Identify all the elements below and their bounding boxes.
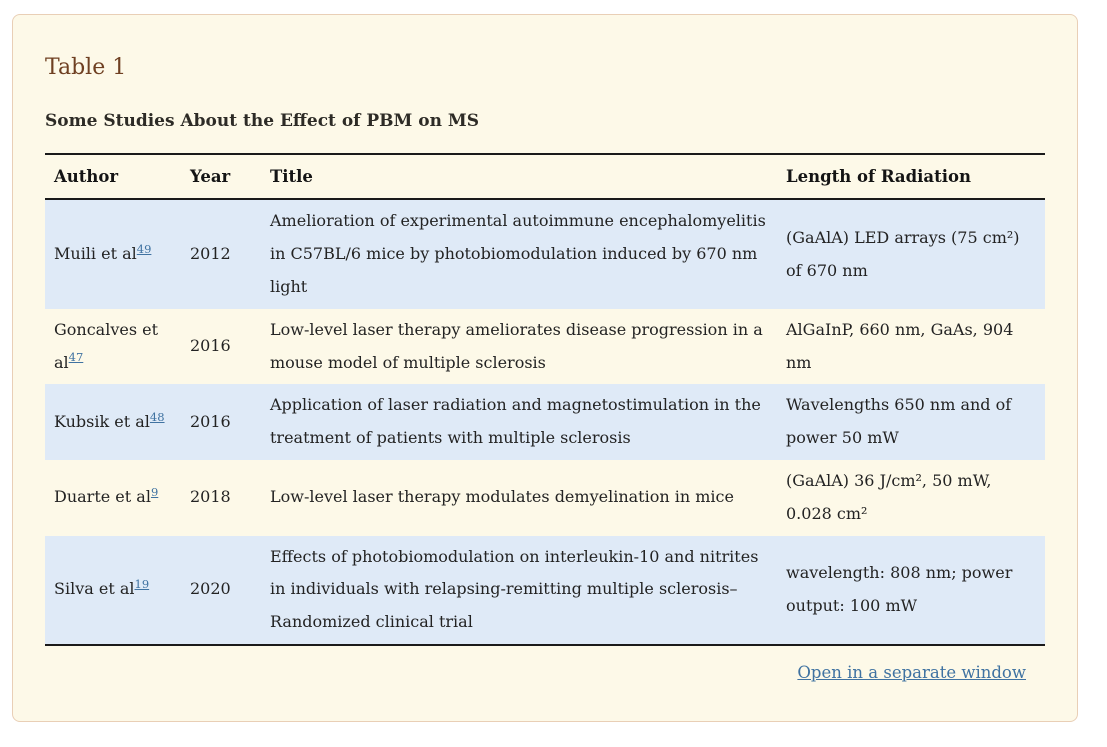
year-cell: 2020 <box>181 535 261 646</box>
year-cell: 2016 <box>181 384 261 461</box>
title-cell: Effects of photobiomodulation on interle… <box>261 535 777 646</box>
reference-link[interactable]: 9 <box>150 485 159 500</box>
reference-superscript: 19 <box>135 577 150 592</box>
radiation-cell: AlGaInP, 660 nm, GaAs, 904 nm <box>786 319 1014 372</box>
table-actions: Open in a separate window <box>45 663 1026 682</box>
reference-superscript: 49 <box>137 242 152 257</box>
col-header-author: Author <box>45 154 181 201</box>
author-name: Duarte et al <box>54 487 151 507</box>
table-caption: Some Studies About the Effect of PBM on … <box>45 111 479 132</box>
table-row: Duarte et al9 2018 Low-level laser thera… <box>45 460 1045 536</box>
author-cell: Goncalves et al47 <box>45 309 181 385</box>
author-name: Kubsik et al <box>54 411 150 431</box>
radiation-cell: (GaAlA) LED arrays (75 cm²) of 670 nm <box>777 199 1045 309</box>
author-name: Muili et al <box>54 244 137 264</box>
table-row: Silva et al19 2020 Effects of photobiomo… <box>45 535 1045 646</box>
reference-link[interactable]: 19 <box>134 577 150 592</box>
table-row: Kubsik et al48 2016 Application of laser… <box>45 384 1045 461</box>
radiation-cell: Wavelengths 650 nm and of power 50 mW <box>777 384 1045 461</box>
title-cell: Amelioration of experimental autoimmune … <box>261 199 777 309</box>
col-header-radiation: Length of Radiation <box>777 154 1045 201</box>
table-row: Muili et al49 2012 Amelioration of exper… <box>45 199 1045 309</box>
reference-link[interactable]: 47 <box>68 350 84 365</box>
studies-table: Author Year Title Length of Radiation Mu… <box>45 153 1045 647</box>
author-cell: Duarte et al9 <box>45 460 181 536</box>
reference-link[interactable]: 49 <box>136 241 152 256</box>
author-cell: Muili et al49 <box>45 199 181 309</box>
open-separate-window-link[interactable]: Open in a separate window <box>797 663 1026 683</box>
year-cell: 2012 <box>181 199 261 309</box>
col-header-year: Year <box>181 154 261 201</box>
radiation-cell: (GaAlA) 36 J/cm², 50 mW, 0.028 cm² <box>786 471 992 523</box>
reference-link[interactable]: 48 <box>149 409 165 424</box>
title-cell: Application of laser radiation and magne… <box>261 384 777 461</box>
title-cell: Low-level laser therapy modulates demyel… <box>270 487 734 507</box>
author-cell: Kubsik et al48 <box>45 384 181 461</box>
table-view-card: Table 1 Some Studies About the Effect of… <box>12 14 1078 722</box>
author-name: Goncalves et al <box>54 319 159 372</box>
title-cell: Low-level laser therapy ameliorates dise… <box>270 319 763 372</box>
header-row: Author Year Title Length of Radiation <box>45 154 1045 201</box>
author-name: Silva et al <box>54 579 135 599</box>
col-header-title: Title <box>261 154 777 201</box>
author-cell: Silva et al19 <box>45 535 181 646</box>
reference-superscript: 9 <box>151 485 158 500</box>
radiation-cell: wavelength: 808 nm; power output: 100 mW <box>777 535 1045 646</box>
reference-superscript: 48 <box>150 410 165 425</box>
table-label: Table 1 <box>45 55 127 80</box>
year-cell: 2016 <box>190 336 231 356</box>
reference-superscript: 47 <box>69 350 84 365</box>
year-cell: 2018 <box>190 487 231 507</box>
table-row: Goncalves et al47 2016 Low-level laser t… <box>45 309 1045 385</box>
